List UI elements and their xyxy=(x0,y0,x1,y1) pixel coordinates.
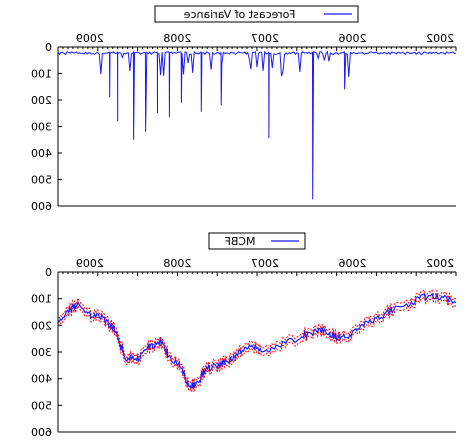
y-tick-label: 200 xyxy=(31,319,52,332)
lower-band-line xyxy=(57,296,457,393)
legend-label: Forecast of Variance xyxy=(183,8,295,21)
x-tick-label: 2008 xyxy=(163,257,191,270)
legend-label: MCBF xyxy=(224,235,255,248)
x-tick-label: 2006 xyxy=(339,32,367,45)
chart-mcbf: 0 100 200 300 400 500 600 2002 2006 2007 2008 2009 M… xyxy=(31,232,457,439)
upper-band-line xyxy=(57,289,457,386)
legend-box xyxy=(154,5,359,23)
y-tick-label: 300 xyxy=(31,121,52,134)
y-tick-label: 0 xyxy=(45,266,52,279)
y-tick-label: 500 xyxy=(31,174,52,187)
x-tick-label: 2008 xyxy=(163,32,191,45)
y-tick-label: 500 xyxy=(31,399,52,412)
x-tick-label: 2002 xyxy=(426,257,454,270)
y-tick-label: 400 xyxy=(31,373,52,386)
series-line xyxy=(57,292,457,390)
x-tick-label: 2006 xyxy=(339,257,367,270)
y-tick-label: 400 xyxy=(31,147,52,160)
x-tick-label: 2007 xyxy=(251,32,279,45)
y-tick-label: 200 xyxy=(31,94,52,107)
series-line xyxy=(57,50,457,200)
legend-box xyxy=(208,232,306,250)
y-tick-label: 600 xyxy=(31,200,52,213)
y-tick-label: 600 xyxy=(31,426,52,439)
chart-forecast-variance: 0 100 200 300 400 500 600 2002 2006 2007 2008 2009 F… xyxy=(31,5,457,213)
y-tick-label: 0 xyxy=(45,41,52,54)
x-tick-label: 2009 xyxy=(76,32,104,45)
y-tick-label: 300 xyxy=(31,346,52,359)
y-tick-label: 100 xyxy=(31,293,52,306)
x-tick-label: 2009 xyxy=(76,257,104,270)
x-tick-label: 2002 xyxy=(426,32,454,45)
x-tick-label: 2007 xyxy=(251,257,279,270)
y-tick-label: 100 xyxy=(31,68,52,81)
